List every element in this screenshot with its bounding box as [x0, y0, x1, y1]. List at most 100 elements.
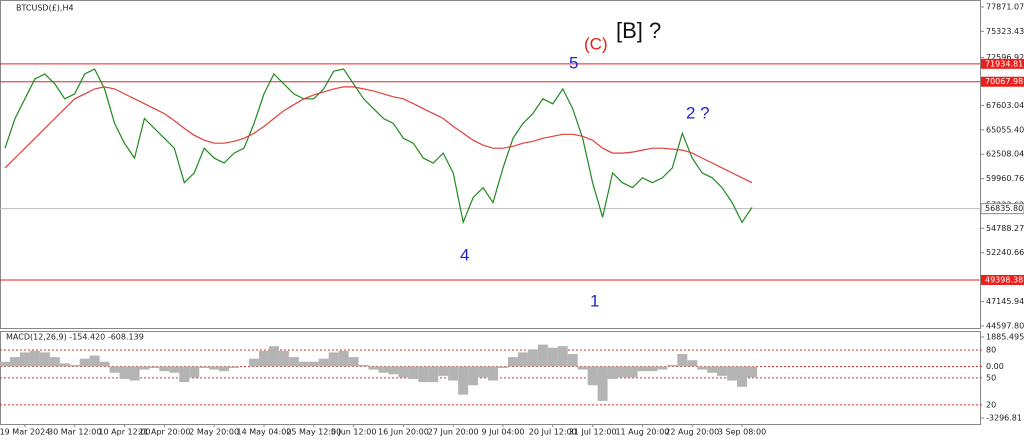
macd-bar [268, 346, 279, 367]
y-tick-label: 52240.66 [986, 248, 1024, 257]
x-tick-label: 3 Sep 08:00 [718, 428, 766, 437]
macd-bar [109, 366, 120, 373]
macd-bar [89, 355, 100, 367]
macd-bar [617, 366, 628, 378]
x-tick-label: 22 Aug 20:00 [665, 428, 719, 437]
macd-bar [219, 366, 230, 372]
level-label-box [981, 76, 1024, 87]
macd-bar [328, 352, 339, 367]
macd-bar [627, 366, 638, 378]
wave-annotation: [B] ? [616, 18, 661, 43]
y-tick-label: 80 [986, 346, 996, 355]
macd-bar [517, 352, 528, 367]
macd-bar [139, 366, 150, 370]
macd-bar [537, 344, 548, 367]
price-line [4, 68, 753, 225]
y-tick-label: 54788.27 [986, 224, 1024, 233]
macd-bar [498, 366, 508, 369]
macd-bar [79, 358, 90, 367]
wave-annotation: 1 [590, 291, 599, 310]
macd-bar [597, 366, 608, 401]
y-tick-label: 72596.92 [986, 53, 1024, 62]
x-tick-label: 2 May 20:00 [189, 428, 239, 437]
macd-bar [448, 366, 459, 381]
macd-bar [39, 352, 50, 367]
y-tick-label: 65055.40 [986, 125, 1024, 134]
macd-bar [278, 350, 289, 367]
wave-annotation: 2 ? [686, 103, 710, 122]
macd-bar [488, 366, 499, 381]
y-tick-label: 59960.76 [986, 174, 1024, 183]
macd-bar [697, 366, 708, 370]
macd-bar [199, 366, 210, 369]
macd-bar [428, 366, 439, 383]
level-label: 71934.81 [985, 59, 1023, 68]
macd-bar [19, 352, 30, 367]
x-tick-label: 21 Apr 20:00 [138, 428, 190, 437]
macd-bar [368, 366, 379, 370]
level-label-box [981, 274, 1024, 285]
x-tick-label: 10 Apr 12:00 [98, 428, 150, 437]
x-tick-label: 19 Mar 2024 [0, 428, 50, 437]
x-tick-label: 9 Jul 04:00 [482, 428, 525, 437]
macd-bar [527, 349, 538, 367]
macd-bar [687, 360, 698, 367]
macd-bar [298, 361, 309, 367]
macd-bar [438, 366, 449, 376]
macd-bar [657, 366, 668, 370]
macd-bar [607, 366, 618, 379]
macd-bar [129, 366, 140, 381]
macd-bar [308, 361, 319, 367]
price-panel [0, 0, 981, 329]
macd-bar [408, 366, 419, 379]
x-tick-label: 30 Mar 12:00 [48, 428, 101, 437]
macd-bar [547, 347, 558, 367]
macd-bar [258, 350, 269, 367]
level-label: 70067.98 [985, 77, 1023, 86]
macd-bar [179, 366, 190, 383]
y-tick-label: 1885.495 [986, 333, 1024, 342]
price-line [4, 86, 753, 184]
macd-bar [557, 346, 568, 367]
x-tick-label: 25 May 12:00 [286, 428, 341, 437]
last-price-label: 56835.80 [985, 204, 1023, 213]
macd-bar [667, 364, 678, 367]
macd-bar [458, 366, 469, 395]
x-tick-label: 16 Jun 20:00 [378, 428, 429, 437]
macd-bar [418, 366, 429, 383]
y-tick-label: 20 [986, 400, 996, 409]
macd-bar [209, 366, 220, 370]
x-tick-label: 31 Jul 12:00 [569, 428, 617, 437]
macd-bar [229, 366, 240, 369]
macd-bar [398, 366, 409, 378]
macd-label: MACD(12,26,9) -154.420 -608.139 [6, 333, 144, 342]
macd-bar [189, 366, 200, 378]
macd-bar [59, 363, 70, 367]
macd-bar [677, 353, 688, 367]
macd-bar [9, 357, 20, 367]
wave-annotation: 4 [460, 245, 469, 264]
y-tick-label: -3296.81 [986, 414, 1022, 423]
level-label: 49398.38 [985, 275, 1023, 284]
x-tick-label: 20 Jul 12:00 [529, 428, 577, 437]
macd-bar [99, 361, 110, 367]
wave-annotation: (C) [584, 34, 608, 53]
x-tick-label: 5 Jun 12:00 [331, 428, 377, 437]
macd-bar [727, 366, 738, 381]
macd-bar [318, 358, 329, 367]
macd-bar [169, 366, 180, 373]
macd-bar [378, 366, 389, 373]
macd-bar [707, 366, 718, 373]
y-tick-label: 47145.94 [986, 297, 1024, 306]
macd-bar [388, 366, 399, 375]
y-tick-label: 50 [986, 373, 996, 382]
macd-bar [577, 366, 588, 370]
x-tick-label: 14 May 04:00 [237, 428, 292, 437]
macd-bar [637, 366, 648, 372]
y-tick-label: 67603.04 [986, 101, 1024, 110]
macd-bar [647, 366, 658, 372]
macd-bar [567, 353, 578, 367]
macd-bar [468, 366, 479, 386]
macd-bar [29, 350, 40, 367]
